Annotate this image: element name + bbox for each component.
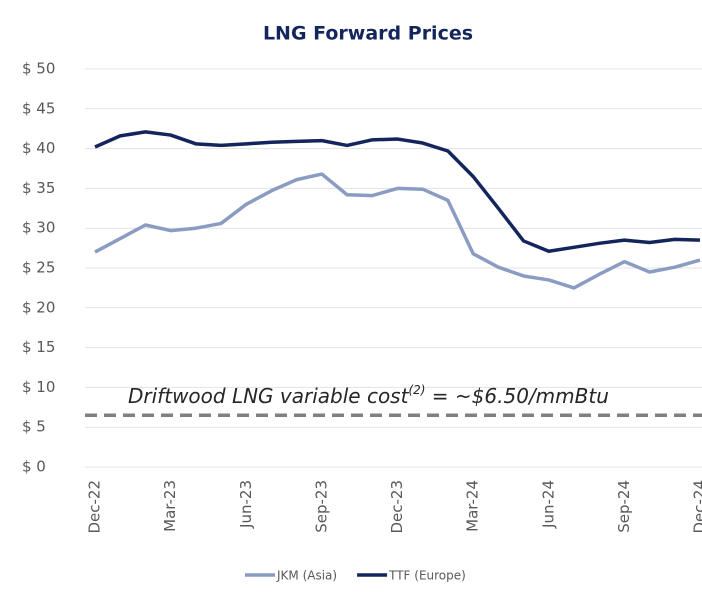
annotation-superscript: (2) (408, 383, 425, 397)
x-tick-label: Jun-23 (237, 480, 255, 529)
annotation-text: Driftwood LNG variable cost (128, 384, 410, 408)
chart-title: LNG Forward Prices (263, 23, 473, 45)
legend-label: TTF (Europe) (388, 569, 466, 583)
y-tick-label: $ 45 (22, 99, 55, 117)
x-tick-label: Mar-24 (464, 480, 482, 532)
line-series (94, 172, 701, 290)
y-tick-label: $ 5 (22, 418, 46, 436)
x-tick-label: Jun-24 (539, 480, 557, 529)
y-tick-label: $ 35 (22, 179, 55, 197)
y-tick-label: $ 40 (22, 139, 55, 157)
line-series (94, 130, 701, 254)
annotation: Driftwood LNG variable cost(2) = ~$6.50/… (128, 383, 609, 408)
x-tick-label: Sep-24 (615, 480, 633, 533)
y-tick-label: $ 20 (22, 298, 55, 316)
y-tick-label: $ 30 (22, 219, 55, 237)
y-tick-label: $ 10 (22, 378, 55, 396)
x-tick-label: Sep-23 (312, 480, 330, 533)
legend-label: JKM (Asia) (276, 569, 337, 583)
y-tick-label: $ 0 (22, 458, 46, 476)
y-tick-label: $ 15 (22, 338, 55, 356)
y-tick-label: $ 50 (22, 60, 55, 78)
x-tick-label: Dec-23 (388, 480, 406, 534)
x-tick-label: Dec-22 (86, 480, 104, 534)
annotation-suffix: = ~$6.50/mmBtu (425, 384, 608, 408)
x-tick-label: Dec-24 (691, 480, 702, 534)
y-tick-label: $ 25 (22, 259, 55, 277)
x-tick-label: Mar-23 (161, 480, 179, 532)
